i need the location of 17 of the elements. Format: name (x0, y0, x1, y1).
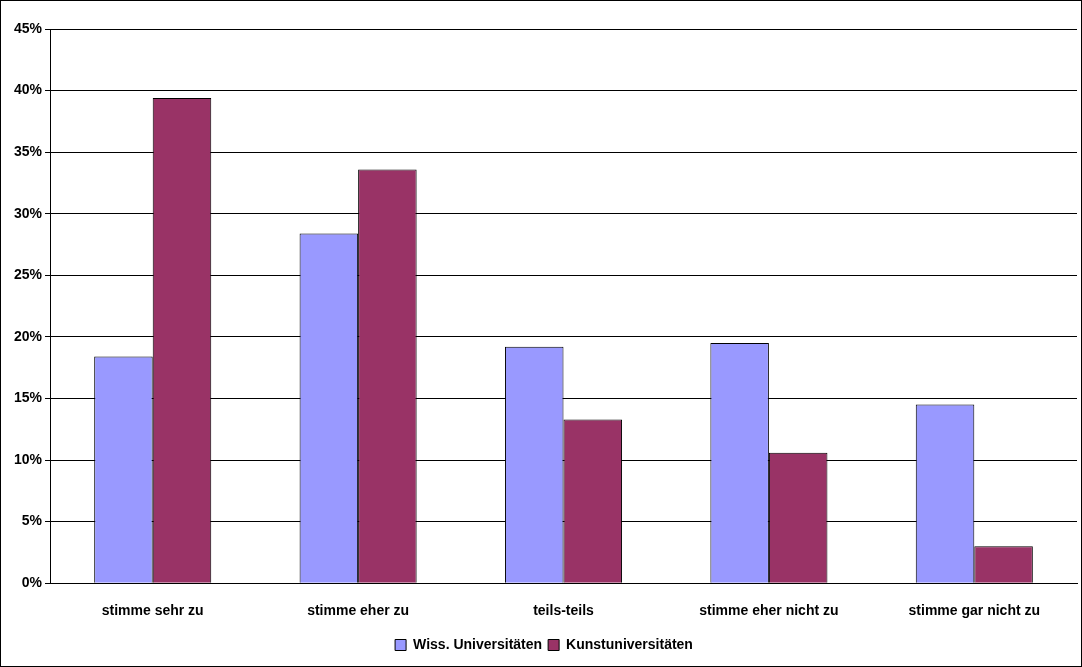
legend-label: Wiss. Universitäten (413, 635, 543, 652)
y-tick-label: 35% (13, 143, 43, 160)
y-tick-label: 40% (13, 81, 43, 98)
y-tick-label: 25% (13, 266, 43, 283)
y-tick-label: 5% (21, 512, 43, 529)
x-tick-label: stimme eher nicht zu (699, 602, 839, 619)
y-tick-label: 0% (21, 574, 43, 591)
x-tick-label: stimme sehr zu (101, 602, 204, 619)
x-tick-label: stimme gar nicht zu (908, 602, 1041, 619)
y-tick-label: 10% (13, 450, 43, 467)
x-tick-label: stimme eher zu (307, 602, 410, 619)
x-tick-label: teils-teils (533, 602, 595, 619)
y-tick-label: 20% (13, 327, 43, 344)
y-tick-label: 30% (13, 204, 43, 221)
y-tick-label: 15% (13, 389, 43, 406)
legend-label: Kunstuniversitäten (566, 635, 693, 652)
y-tick-label: 45% (13, 19, 43, 36)
